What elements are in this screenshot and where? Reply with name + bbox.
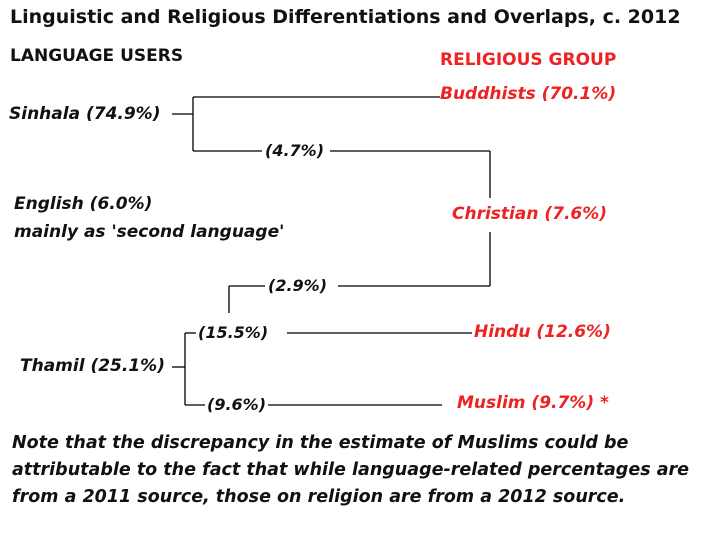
label-thamil: Thamil (25.1%) [20, 356, 165, 376]
label-sinhala: Sinhala (74.9%) [9, 104, 161, 124]
label-english-note: mainly as 'second language' [14, 222, 285, 242]
header-language-users: LANGUAGE USERS [10, 46, 184, 66]
header-religious-group: RELIGIOUS GROUP [440, 50, 617, 70]
label-christian: Christian (7.6%) [452, 204, 608, 224]
footnote: Note that the discrepancy in the estimat… [12, 433, 690, 507]
overlap-sinhala-christian: (4.7%) [265, 141, 324, 160]
label-english: English (6.0%) [14, 194, 153, 214]
overlap-thamil-hindu: (15.5%) [198, 323, 269, 342]
label-muslim: Muslim (9.7%) * [457, 393, 609, 413]
diagram-title: Linguistic and Religious Differentiation… [10, 6, 681, 28]
overlap-thamil-christian: (2.9%) [268, 276, 327, 295]
overlap-thamil-muslim: (9.6%) [207, 395, 266, 414]
label-hindu: Hindu (12.6%) [474, 322, 611, 342]
label-buddhists: Buddhists (70.1%) [440, 84, 617, 104]
